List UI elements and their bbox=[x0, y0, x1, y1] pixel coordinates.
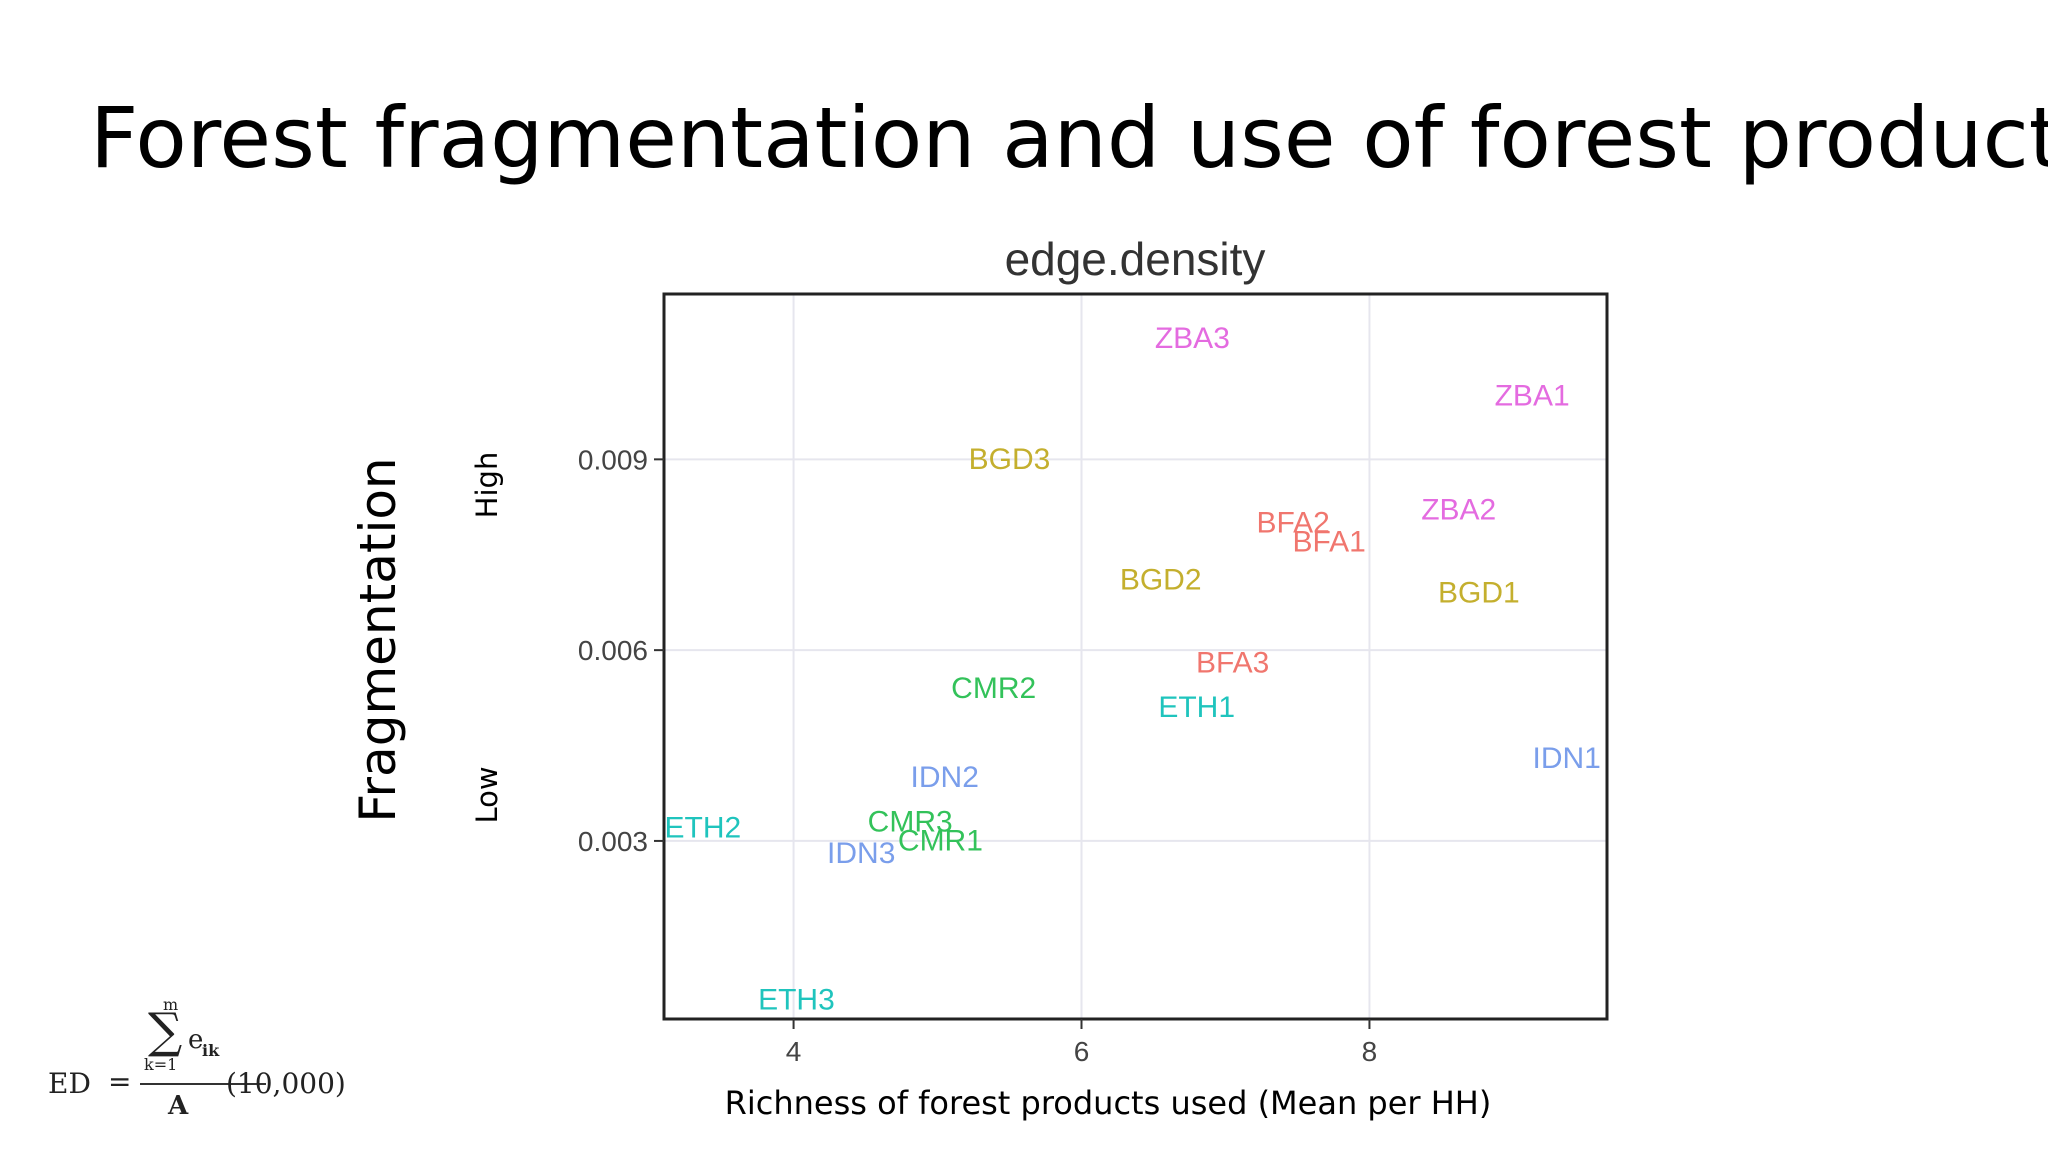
y-tick-label: 0.009 bbox=[578, 444, 648, 475]
point-label-bgd3: BGD3 bbox=[969, 443, 1051, 476]
y-tick-label: 0.006 bbox=[578, 635, 648, 666]
plot-border bbox=[662, 292, 1609, 1021]
x-axis-title: Richness of forest products used (Mean p… bbox=[724, 1084, 1492, 1122]
y-axis-high-label: High bbox=[470, 451, 504, 519]
point-label-eth2: ETH2 bbox=[665, 812, 742, 845]
point-label-cmr1: CMR1 bbox=[898, 824, 983, 857]
point-label-bfa2: BFA2 bbox=[1256, 506, 1329, 539]
formula-upper-limit: m bbox=[163, 995, 179, 1014]
point-label-zba1: ZBA1 bbox=[1495, 379, 1570, 412]
formula-equals: = bbox=[108, 1065, 132, 1098]
y-axis-title: Fragmentation bbox=[349, 457, 407, 823]
axis-ticks: 4 6 8 0.003 0.006 0.009 bbox=[578, 444, 1377, 1067]
point-label-eth1: ETH1 bbox=[1158, 691, 1235, 724]
y-axis-low-label: Low bbox=[470, 766, 504, 824]
formula-lhs: ED bbox=[48, 1067, 91, 1100]
point-label-bfa3: BFA3 bbox=[1196, 646, 1269, 679]
chart-title: edge.density bbox=[1005, 233, 1266, 285]
point-label-idn1: IDN1 bbox=[1533, 742, 1601, 775]
point-label-bfa1: BFA1 bbox=[1292, 526, 1365, 559]
x-tick-label: 6 bbox=[1074, 1036, 1090, 1067]
edge-density-formula: ED = m ∑ e ik k=1 A (10,000) bbox=[48, 995, 348, 1125]
slide-title: Forest fragmentation and use of forest p… bbox=[90, 89, 2048, 187]
formula-fraction-bar bbox=[140, 1083, 266, 1085]
x-tick-label: 8 bbox=[1362, 1036, 1378, 1067]
formula-lower-limit: k=1 bbox=[144, 1055, 178, 1074]
point-label-cmr3: CMR3 bbox=[868, 805, 953, 838]
formula-factor: (10,000) bbox=[226, 1067, 346, 1100]
y-tick-label: 0.003 bbox=[578, 826, 648, 857]
point-label-idn3: IDN3 bbox=[827, 837, 895, 870]
formula-sum-symbol: ∑ bbox=[148, 1003, 183, 1059]
formula-denominator: A bbox=[168, 1091, 189, 1121]
point-label-cmr2: CMR2 bbox=[951, 672, 1036, 705]
formula-subscript: ik bbox=[202, 1041, 220, 1060]
point-label-bgd2: BGD2 bbox=[1120, 564, 1202, 597]
point-label-idn2: IDN2 bbox=[911, 761, 979, 794]
grid-lines bbox=[664, 294, 1607, 1019]
formula-term: e bbox=[188, 1025, 204, 1055]
point-label-eth3: ETH3 bbox=[758, 983, 835, 1016]
x-tick-label: 4 bbox=[786, 1036, 802, 1067]
point-label-bgd1: BGD1 bbox=[1438, 576, 1520, 609]
point-label-zba2: ZBA2 bbox=[1421, 494, 1496, 527]
point-label-zba3: ZBA3 bbox=[1155, 322, 1230, 355]
